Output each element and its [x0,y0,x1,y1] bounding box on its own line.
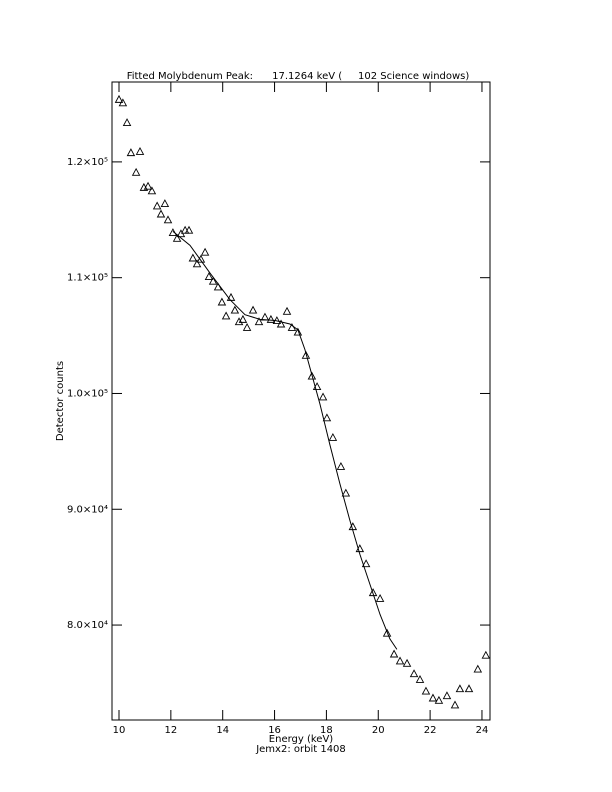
y-tick-label: 9.0×10⁴ [67,504,108,515]
x-tick-label: 16 [268,725,281,736]
data-point [122,118,132,126]
data-point [276,319,286,328]
data-point [361,559,371,568]
subtitle: Jemx2: orbit 1408 [255,744,346,755]
data-point [415,675,425,683]
data-point [328,433,338,441]
x-axis-label: Energy (keV) [269,734,334,745]
data-point [389,649,399,658]
data-point [168,228,178,236]
data-point [192,259,202,268]
data-point [143,181,153,190]
data-point [196,254,206,263]
data-point [217,297,227,306]
data-point [382,628,392,637]
chart-title: Fitted Molybdenum Peak: 17.1264 keV ( 10… [127,71,470,82]
data-point [135,147,145,155]
data-point [238,314,248,323]
data-point [421,686,431,695]
data-point [464,684,474,693]
data-point [234,317,244,326]
data-point [226,292,236,301]
fit-line [172,231,398,650]
data-point [114,94,124,103]
data-point [368,588,378,597]
data-point [336,461,346,470]
data-point [172,233,182,242]
data-point [260,312,270,321]
x-tick-label: 12 [164,725,177,736]
data-point [442,691,452,700]
data-point [322,413,332,422]
x-tick-label: 10 [113,725,126,736]
data-point [188,253,198,262]
data-point [200,247,210,256]
data-point [434,695,444,704]
data-point [287,323,297,331]
data-point [301,350,311,359]
y-axis-label: Detector counts [55,361,66,441]
data-point [409,669,419,678]
data-point [152,201,162,210]
data-point [147,186,157,195]
data-point [375,593,385,602]
data-point [341,488,351,497]
y-tick-label: 1.1×10⁵ [67,273,108,284]
data-point [230,305,240,314]
data-point [428,693,438,702]
data-point [272,316,282,324]
data-point [282,306,292,315]
data-point [450,700,460,709]
data-point [204,272,214,280]
data-point [213,282,223,291]
y-tick-label: 8.0×10⁴ [67,620,108,631]
data-point [248,305,258,314]
data-point [473,664,483,673]
x-tick-label: 14 [216,725,229,736]
data-point [156,209,166,218]
data-point [455,684,465,693]
data-point [208,276,218,285]
data-point [395,656,405,665]
data-point [118,98,128,107]
data-point [254,317,264,326]
data-point [293,327,303,336]
data-point [184,225,194,234]
data-point [126,148,136,157]
data-point [242,323,252,331]
y-tick-label: 1.0×10⁵ [67,388,108,399]
x-tick-label: 20 [372,725,385,736]
plot-frame [111,81,491,721]
x-tick-label: 22 [424,725,437,736]
data-point [348,522,358,531]
data-point [402,658,412,667]
y-tick-label: 1.2×10⁵ [67,157,108,168]
data-point [160,199,170,208]
data-point [312,382,322,390]
x-tick-label: 18 [320,725,333,736]
data-point [318,392,328,401]
data-point [221,311,231,320]
data-point [131,167,141,176]
data-point [266,314,276,323]
data-point [307,371,317,380]
data-point [163,215,173,224]
x-tick-label: 24 [476,725,489,736]
data-point [355,544,365,553]
data-point [481,650,491,659]
